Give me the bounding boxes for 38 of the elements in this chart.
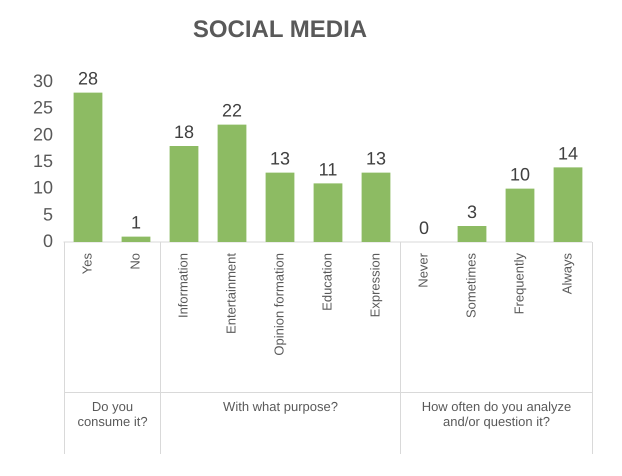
x-axis-title: With what purpose? <box>223 399 338 414</box>
x-tick-label: No <box>128 253 143 270</box>
x-tick-label: Never <box>416 252 431 288</box>
x-tick-label: Yes <box>80 252 95 274</box>
x-tick-label: Expression <box>368 253 383 318</box>
bar <box>362 172 390 242</box>
y-tick-label: 25 <box>32 98 53 118</box>
data-label: 0 <box>418 218 430 238</box>
x-tick-label: Frequently <box>512 252 527 314</box>
x-tick-label: Education <box>320 253 335 311</box>
y-tick-label: 20 <box>32 124 53 144</box>
y-tick-label: 10 <box>32 178 53 198</box>
x-tick-label: Entertainment <box>224 252 239 334</box>
bar <box>266 172 294 242</box>
bar <box>170 146 198 242</box>
x-axis-title: Do you consume it? <box>77 399 148 429</box>
x-tick-label: Opinion formation <box>272 253 287 356</box>
data-label: 22 <box>222 100 242 121</box>
x-tick-label: Always <box>560 252 575 294</box>
data-label: 10 <box>510 164 530 185</box>
bar <box>218 124 246 242</box>
data-label: 28 <box>78 68 98 89</box>
data-label: 13 <box>270 148 290 169</box>
y-tick-label: 0 <box>42 230 53 251</box>
y-tick-label: 15 <box>32 150 53 171</box>
data-label: 3 <box>466 202 478 222</box>
x-axis-title: How often do you analyze and/or question it? <box>422 399 572 429</box>
bar <box>314 183 342 242</box>
y-tick-label: 30 <box>32 70 53 91</box>
data-label: 11 <box>318 159 338 180</box>
data-label: 1 <box>130 212 142 233</box>
x-tick-label: Sometimes <box>464 252 479 318</box>
chart-title: SOCIAL MEDIA <box>192 16 368 43</box>
data-label: 14 <box>558 143 578 164</box>
data-label: 13 <box>366 148 386 169</box>
data-label: 18 <box>174 122 194 142</box>
x-tick-label: Information <box>176 253 191 318</box>
y-tick-label: 5 <box>42 204 53 224</box>
